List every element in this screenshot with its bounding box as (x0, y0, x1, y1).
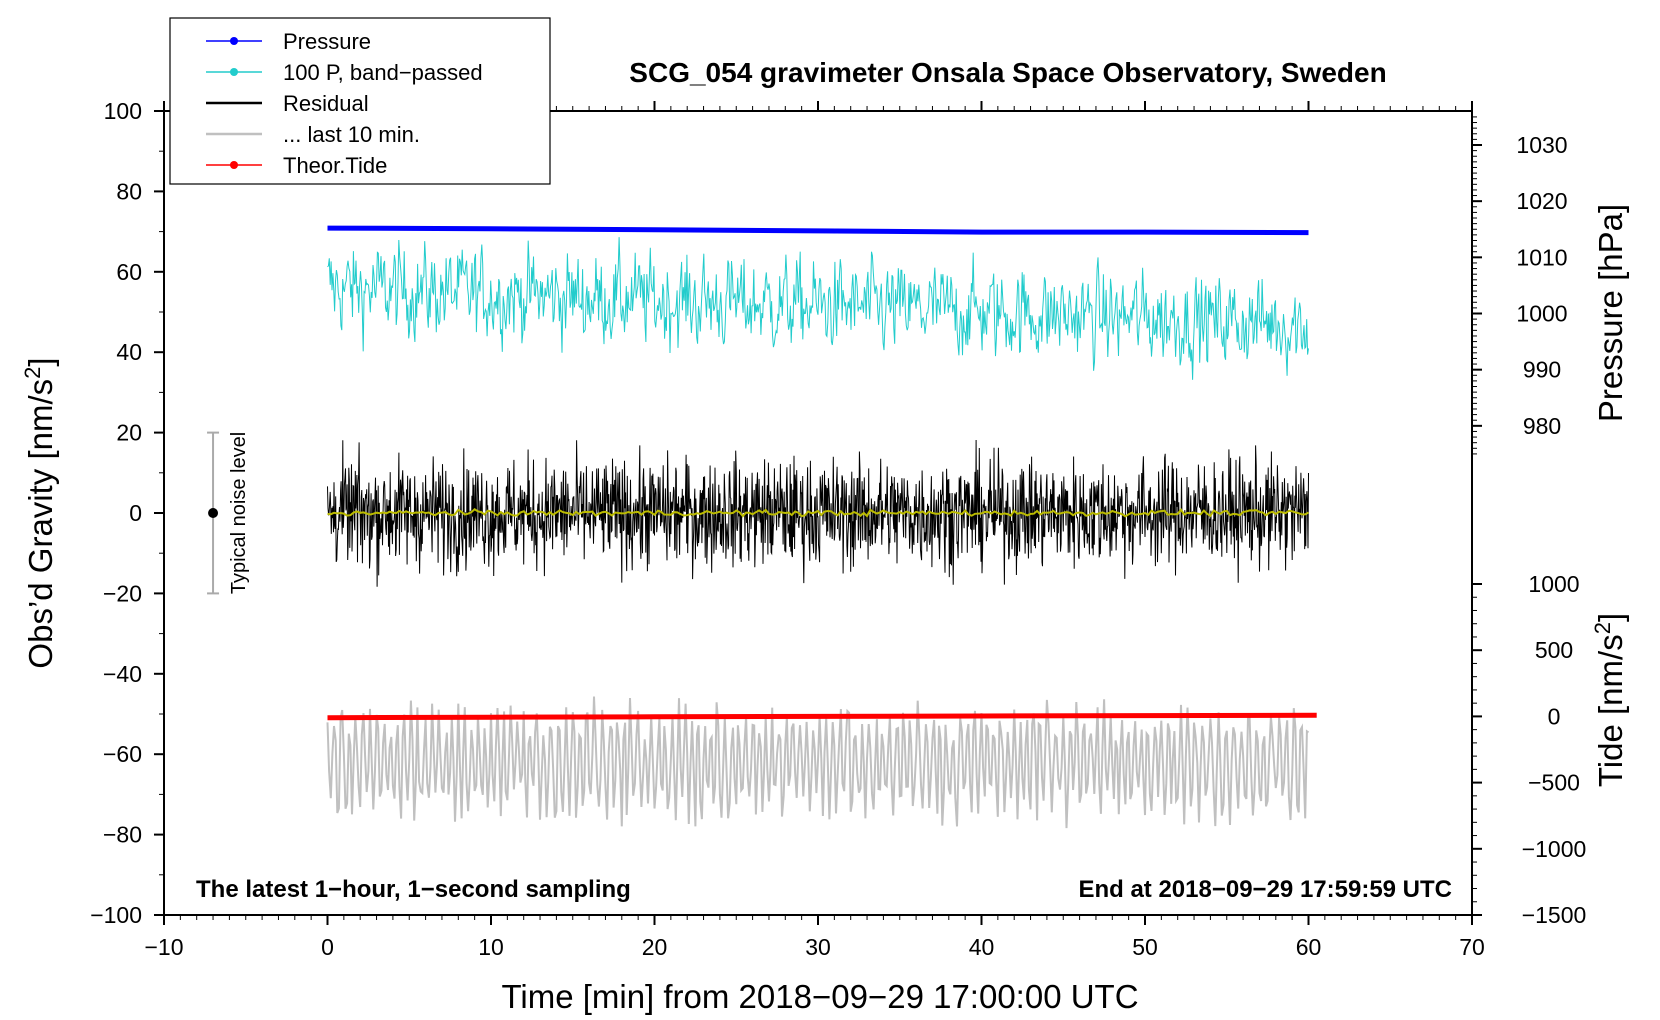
x-tick-label-4: 30 (805, 934, 831, 960)
y-axis-label-pressure: Pressure [hPa] (1592, 204, 1629, 422)
y-axis-label-left-sup: 2 (20, 367, 45, 379)
y-axis-ticks: −100 −80 −60 −40 −20 0 20 40 60 80 100 (90, 98, 164, 928)
legend: Pressure 100 P, band−passed Residual ... la… (169, 17, 551, 185)
noise-bar-center-dot (208, 508, 219, 518)
legend-marker-0 (230, 37, 238, 45)
pressure-tick-label-1: 990 (1523, 357, 1561, 383)
legend-label-4: Theor.Tide (283, 153, 387, 178)
y-tick-label-2: −60 (103, 741, 142, 767)
x-tick-label-8: 70 (1459, 934, 1485, 960)
y-axis-label-tide: Tide [nm/s2] (1590, 613, 1629, 787)
y-tick-label-10: 100 (104, 98, 142, 124)
y-tick-label-0: −100 (90, 902, 142, 928)
legend-label-0: Pressure (283, 29, 371, 54)
y-axis-label-tide-text: Tide [nm/s (1592, 634, 1629, 787)
x-tick-label-2: 10 (478, 934, 504, 960)
legend-label-1: 100 P, band−passed (283, 60, 483, 85)
y-axis-label-left: Obs’d Gravity [nm/s2] (20, 357, 59, 668)
pressure-tick-label-3: 1010 (1516, 244, 1567, 270)
legend-box (169, 17, 551, 185)
y-axis-label-tide-close: ] (1592, 613, 1629, 622)
chart-title: SCG_054 gravimeter Onsala Space Observat… (629, 57, 1386, 88)
x-tick-label-7: 60 (1296, 934, 1322, 960)
x-tick-label-3: 20 (642, 934, 668, 960)
y-tick-label-9: 80 (116, 178, 142, 204)
y-tick-label-7: 40 (116, 339, 142, 365)
noise-level-bar: Typical noise level (207, 431, 250, 595)
y-axis-label-tide-sup: 2 (1590, 622, 1615, 634)
pressure-tick-label-5: 1030 (1516, 132, 1567, 158)
tide-tick-label-3: 0 (1548, 703, 1561, 729)
y-axis-label-left-text: Obs’d Gravity [nm/s (22, 379, 59, 669)
series-residual-smoothed-line (327, 507, 1309, 518)
tide-tick-label-2: −500 (1528, 770, 1580, 796)
series-residual-line (327, 439, 1309, 587)
series-pressure-line (327, 225, 1309, 236)
legend-label-2: Residual (283, 91, 369, 116)
x-axis-ticks: −10 0 10 20 30 40 50 60 70 (144, 101, 1485, 960)
noise-bar-label: Typical noise level (228, 432, 250, 594)
tide-tick-label-1: −1000 (1522, 836, 1587, 862)
annotation-sampling: The latest 1−hour, 1−second sampling (196, 876, 631, 903)
x-tick-label-0: −10 (144, 934, 183, 960)
legend-label-3: ... last 10 min. (283, 122, 420, 147)
tide-axis-ticks: −1500 −1000 −500 0 500 1000 (1472, 571, 1586, 928)
y-tick-label-5: 0 (129, 500, 142, 526)
pressure-tick-label-2: 1000 (1516, 301, 1567, 327)
tide-tick-label-4: 500 (1535, 637, 1573, 663)
series-last-10-min-line (326, 696, 1310, 829)
pressure-tick-label-0: 980 (1523, 413, 1561, 439)
tide-tick-label-5: 1000 (1528, 571, 1579, 597)
legend-marker-4 (230, 161, 238, 169)
series-bandpassed-pressure-line (327, 237, 1309, 380)
y-axis-label-left-close: ] (22, 357, 59, 366)
x-tick-label-1: 0 (321, 934, 334, 960)
x-tick-label-5: 40 (969, 934, 995, 960)
y-tick-label-4: −20 (103, 580, 142, 606)
series-theor-tide-line (327, 712, 1317, 721)
y-tick-label-1: −80 (103, 822, 142, 848)
annotation-end-time: End at 2018−09−29 17:59:59 UTC (1078, 876, 1452, 903)
y-tick-label-3: −40 (103, 661, 142, 687)
y-tick-label-8: 60 (116, 259, 142, 285)
pressure-axis-ticks: 980 990 1000 1010 1020 1030 (1472, 116, 1568, 455)
x-tick-label-6: 50 (1132, 934, 1158, 960)
x-axis-label: Time [min] from 2018−09−29 17:00:00 UTC (501, 978, 1138, 1015)
tide-tick-label-0: −1500 (1522, 902, 1587, 928)
legend-marker-1 (230, 68, 238, 76)
y-tick-label-6: 20 (116, 420, 142, 446)
series-layer (326, 225, 1317, 829)
pressure-tick-label-4: 1020 (1516, 188, 1567, 214)
